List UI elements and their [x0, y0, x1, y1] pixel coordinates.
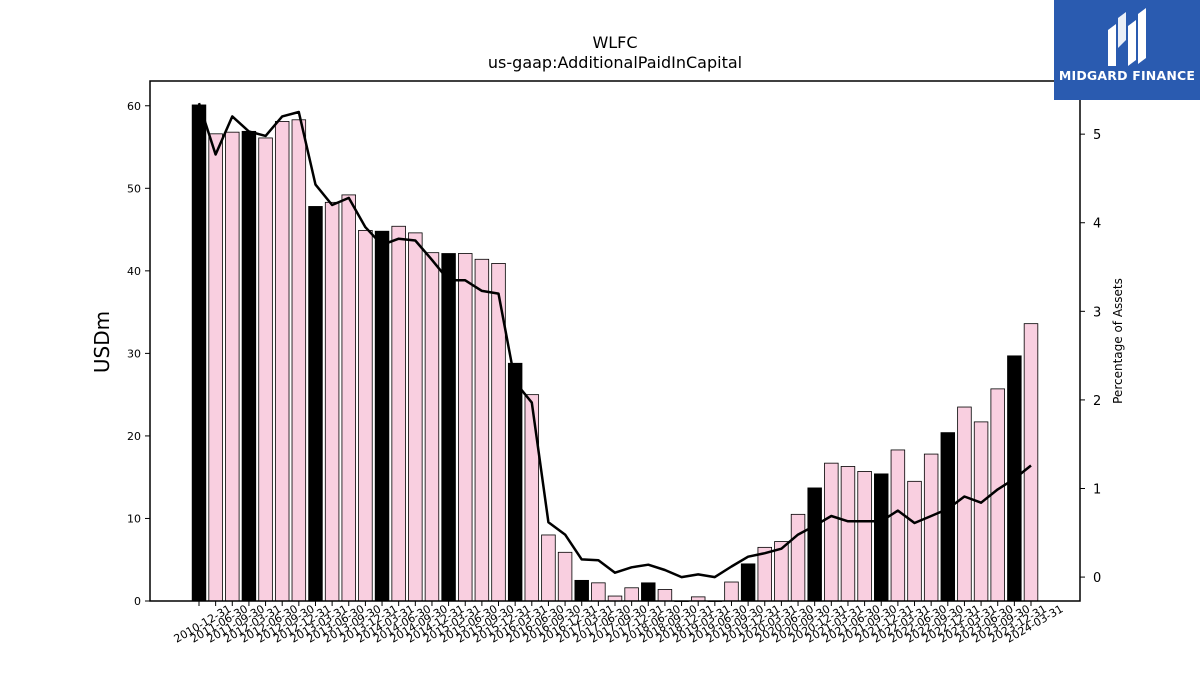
left-tick-label: 40: [127, 265, 141, 278]
bar: [857, 471, 872, 602]
left-tick-label: 0: [134, 595, 141, 608]
bar: [557, 551, 573, 602]
bar: [341, 194, 356, 602]
right-tick-label: 5: [1093, 128, 1101, 143]
bar: [957, 406, 972, 602]
bar: [740, 563, 756, 602]
bar: [1023, 323, 1039, 602]
bar: [208, 133, 223, 602]
bar: [890, 449, 906, 602]
bar: [358, 229, 373, 602]
brand-logo: MIDGARD FINANCE: [1054, 0, 1200, 100]
bar: [990, 388, 1005, 602]
bar: [225, 131, 240, 602]
bar: [790, 513, 806, 602]
bar: [874, 473, 889, 602]
bar: [641, 582, 656, 602]
midgard-logo-icon: [1108, 8, 1146, 66]
left-axis-label: USDm: [90, 311, 114, 373]
bar: [923, 453, 939, 602]
bar: [524, 394, 540, 602]
bar: [324, 201, 340, 602]
right-tick-label: 2: [1093, 394, 1101, 409]
bar: [241, 130, 257, 602]
bar: [807, 487, 822, 602]
right-axis: 0 1 2 3 4 5: [1080, 128, 1101, 586]
bar: [374, 230, 390, 602]
chart-title: WLFC: [592, 33, 637, 52]
right-tick-label: 3: [1093, 305, 1101, 320]
bar: [574, 579, 589, 602]
left-axis: 0 10 20 30 40 50 60: [127, 100, 150, 608]
bar: [441, 253, 456, 602]
x-axis: 2010-12-312011-06-302011-09-302012-03-31…: [172, 601, 1066, 646]
left-tick-label: 60: [127, 100, 141, 113]
bar: [973, 421, 989, 602]
bar: [391, 225, 406, 602]
right-tick-label: 1: [1093, 482, 1101, 497]
left-tick-label: 10: [127, 512, 141, 525]
bar: [724, 581, 739, 602]
bar: [458, 253, 473, 602]
bar: [624, 587, 639, 602]
bar: [824, 462, 839, 602]
right-axis-label: Percentage of Assets: [1111, 278, 1125, 404]
bar: [840, 466, 856, 602]
bar: [424, 252, 440, 602]
bar: [274, 121, 290, 602]
bar: [940, 432, 956, 602]
bar: [541, 534, 556, 602]
chart-subtitle: us-gaap:AdditionalPaidInCapital: [488, 53, 742, 72]
bar: [258, 137, 273, 602]
bar-series: [191, 104, 1039, 602]
bar: [657, 589, 673, 602]
plot-frame: [149, 80, 1081, 602]
right-tick-label: 4: [1093, 217, 1101, 232]
left-tick-label: 50: [127, 182, 141, 195]
bar: [591, 582, 606, 602]
bar: [291, 119, 307, 602]
left-tick-label: 20: [127, 430, 141, 443]
bar: [191, 104, 207, 602]
right-tick-label: 0: [1093, 571, 1101, 586]
bar: [474, 258, 490, 602]
bar: [907, 480, 922, 602]
bar: [308, 206, 323, 602]
percentage-line: [197, 102, 1032, 579]
bar: [507, 362, 523, 602]
bar: [408, 232, 423, 602]
left-tick-label: 30: [127, 347, 141, 360]
brand-name: MIDGARD FINANCE: [1058, 68, 1196, 83]
